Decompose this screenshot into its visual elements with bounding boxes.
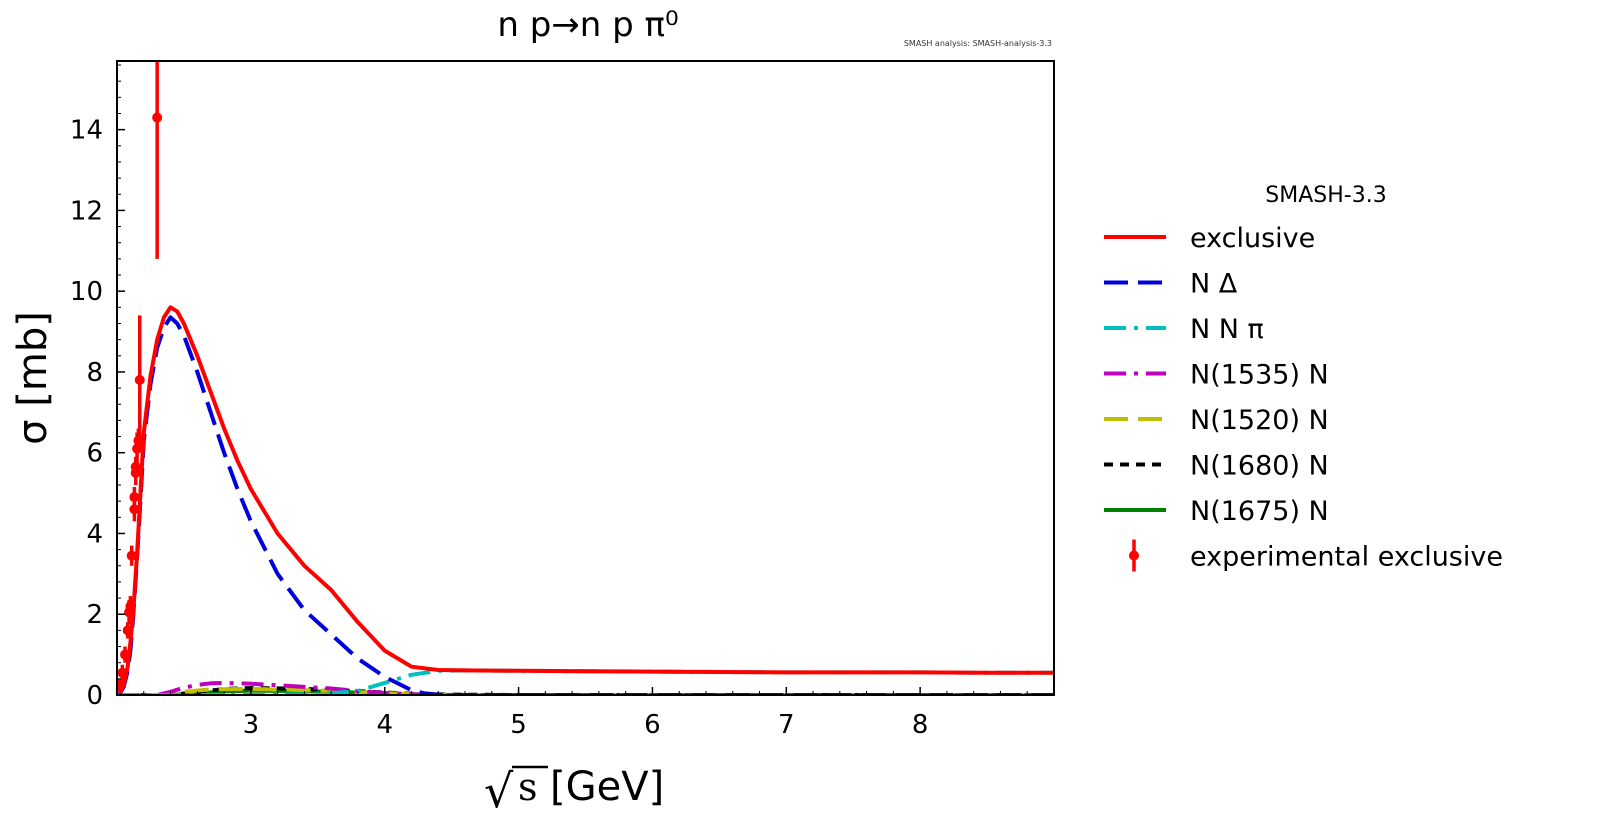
x-axis-label-var: s xyxy=(518,765,538,809)
legend-label: N(1675) N xyxy=(1190,496,1329,527)
experimental-point xyxy=(125,601,136,612)
y-tick-label: 4 xyxy=(86,519,103,549)
legend-label: experimental exclusive xyxy=(1190,542,1503,573)
x-tick-label: 7 xyxy=(778,710,795,740)
experimental-point xyxy=(120,649,131,660)
axes-frame xyxy=(116,60,1055,696)
x-tick-label: 5 xyxy=(510,710,527,740)
y-tick-label: 2 xyxy=(86,600,103,630)
legend-label: N Δ xyxy=(1190,269,1238,300)
experimental-point xyxy=(134,375,145,386)
x-tick-label: 6 xyxy=(644,710,661,740)
y-tick-label: 0 xyxy=(86,681,103,711)
x-axis-label: √ s [GeV] xyxy=(484,764,664,818)
y-tick-label: 14 xyxy=(70,116,103,146)
experimental-point xyxy=(126,550,137,561)
legend: SMASH-3.3 exclusive N Δ N N π N(1535) N N(15… xyxy=(1104,183,1503,573)
experimental-point xyxy=(117,679,125,690)
experimental-point xyxy=(122,625,133,636)
legend-swatch-experimental-point xyxy=(1129,550,1139,561)
x-tick-label: 8 xyxy=(912,710,929,740)
x-tick-label: 4 xyxy=(376,710,393,740)
legend-label: N N π xyxy=(1190,314,1264,345)
series-line-exclusive xyxy=(117,305,1054,694)
y-tick-label: 6 xyxy=(86,439,103,469)
y-tick-label: 12 xyxy=(70,196,103,226)
experimental-point xyxy=(129,504,140,515)
experimental-point xyxy=(152,112,163,123)
x-axis-label-unit: [GeV] xyxy=(550,764,664,810)
legend-label: N(1535) N xyxy=(1190,360,1329,391)
legend-title: SMASH-3.3 xyxy=(1265,183,1386,208)
legend-label: N(1680) N xyxy=(1190,451,1329,482)
experimental-point xyxy=(129,492,140,503)
x-tick-label: 3 xyxy=(243,710,260,740)
axis-ticks: 3 4 5 6 7 8 0 2 4 6 8 10 12 14 xyxy=(70,64,1028,740)
chart-annotation: SMASH analysis: SMASH-analysis-3.3 xyxy=(904,39,1052,48)
chart-title: n p→n p π⁰ xyxy=(497,5,678,45)
y-axis-label: σ [mb] xyxy=(10,311,56,445)
experimental-point xyxy=(117,667,128,678)
plot-area xyxy=(117,61,1054,695)
x-axis-label-root: √ xyxy=(484,764,514,818)
y-tick-label: 10 xyxy=(70,277,103,307)
legend-label: N(1520) N xyxy=(1190,405,1329,436)
y-tick-label: 8 xyxy=(86,358,103,388)
legend-label: exclusive xyxy=(1190,223,1315,254)
